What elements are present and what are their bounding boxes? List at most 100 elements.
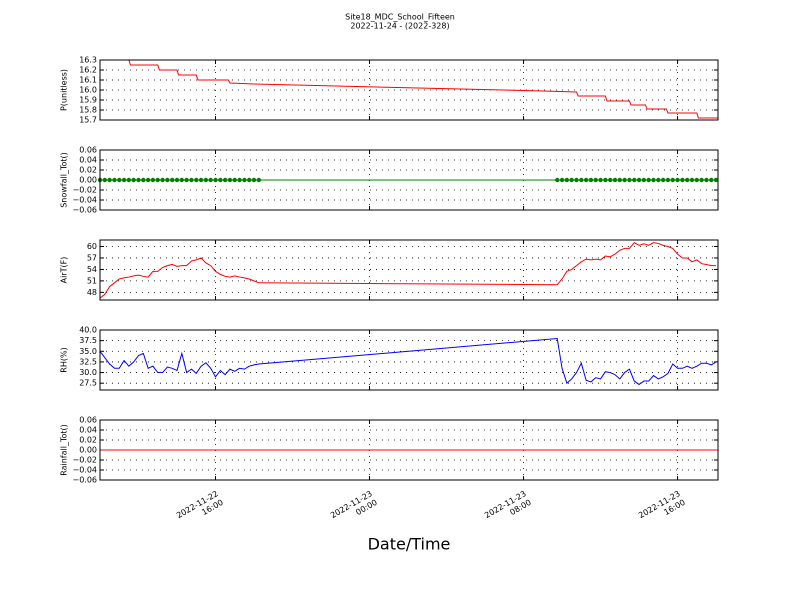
- y-tick-label: 16.0: [79, 86, 97, 95]
- data-point: [579, 177, 584, 183]
- data-point: [189, 177, 194, 183]
- data-point: [227, 177, 233, 183]
- y-tick-label: 0.02: [79, 436, 97, 445]
- y-tick-label: 35.0: [79, 347, 97, 356]
- data-line: [100, 59, 718, 119]
- data-point: [242, 177, 247, 183]
- data-point: [107, 177, 112, 183]
- y-tick-label: 48: [87, 288, 97, 297]
- y-tick-label: 27.5: [79, 379, 97, 388]
- data-point: [165, 177, 170, 183]
- data-point: [179, 177, 185, 183]
- data-point: [145, 177, 151, 183]
- y-tick-label: 16.1: [79, 76, 97, 85]
- data-point: [569, 177, 574, 183]
- data-point: [583, 177, 589, 183]
- data-point: [675, 177, 680, 183]
- data-point: [603, 177, 608, 183]
- y-axis-label: Snowfall_Tot(): [60, 152, 69, 208]
- y-tick-label: 54: [87, 265, 97, 274]
- data-point: [617, 177, 623, 183]
- data-point: [155, 177, 160, 183]
- data-point: [670, 177, 675, 183]
- y-tick-label: 0.02: [79, 166, 97, 175]
- data-point: [684, 177, 690, 183]
- data-point: [646, 177, 651, 183]
- y-tick-label: −0.04: [72, 196, 97, 205]
- y-tick-label: 15.7: [79, 116, 97, 125]
- data-point: [660, 177, 666, 183]
- y-tick-label: 15.9: [79, 96, 97, 105]
- y-axis-label: AirT(F): [60, 257, 69, 284]
- y-tick-label: 32.5: [79, 357, 97, 366]
- data-point: [574, 177, 579, 183]
- data-point: [251, 177, 257, 183]
- data-point: [237, 177, 242, 183]
- data-point: [131, 177, 136, 183]
- data-point: [218, 177, 223, 183]
- data-point: [598, 177, 603, 183]
- y-tick-label: 0.06: [79, 146, 97, 155]
- figure-title: Site18_MDC_School_Fifteen: [345, 13, 455, 22]
- data-point: [126, 177, 132, 183]
- data-point: [117, 177, 122, 183]
- data-point: [169, 177, 175, 183]
- y-axis-label: P(unitless): [60, 69, 69, 111]
- data-point: [141, 177, 146, 183]
- data-point: [641, 177, 647, 183]
- figure-subtitle: 2022-11-24 - (2022-328): [350, 22, 449, 31]
- plot-area: [100, 60, 718, 120]
- data-point: [564, 177, 570, 183]
- data-point: [689, 177, 695, 183]
- plot-frame: [99, 329, 719, 391]
- y-tick-label: 0.06: [79, 416, 97, 425]
- y-tick-label: 51: [87, 276, 97, 285]
- data-point: [194, 177, 199, 183]
- data-point: [632, 177, 637, 183]
- data-point: [208, 177, 213, 183]
- plot-frame: [99, 239, 719, 301]
- data-point: [121, 177, 127, 183]
- y-tick-label: 16.2: [79, 66, 97, 75]
- y-tick-label: 0.00: [79, 446, 97, 455]
- data-point: [174, 177, 180, 183]
- data-point: [713, 177, 719, 183]
- plot-area: [100, 330, 718, 390]
- data-point: [699, 177, 704, 183]
- data-point: [627, 177, 632, 183]
- data-point: [150, 177, 156, 183]
- data-point: [607, 177, 613, 183]
- data-point: [247, 177, 252, 183]
- y-tick-label: 37.5: [79, 336, 97, 345]
- data-point: [256, 177, 262, 183]
- data-point: [704, 177, 709, 183]
- data-point: [555, 177, 560, 183]
- data-point: [112, 177, 117, 183]
- y-tick-label: 15.8: [79, 106, 97, 115]
- plot-frame: [99, 149, 719, 211]
- y-axis-label: Rainfall_Tot(): [60, 424, 69, 476]
- data-point: [665, 177, 671, 183]
- y-tick-label: 16.3: [79, 56, 97, 65]
- y-tick-label: −0.06: [72, 476, 97, 485]
- y-tick-label: 57: [87, 253, 97, 262]
- y-tick-label: 0.00: [79, 176, 97, 185]
- y-tick-label: −0.02: [72, 186, 97, 195]
- y-tick-label: 0.04: [79, 426, 97, 435]
- plot-frame: [99, 59, 719, 121]
- y-tick-label: −0.06: [72, 206, 97, 215]
- data-point: [636, 177, 642, 183]
- y-tick-label: 30.0: [79, 368, 97, 377]
- data-point: [160, 177, 165, 183]
- x-axis-label: Date/Time: [368, 535, 451, 554]
- data-point: [213, 177, 218, 183]
- y-tick-label: 40.0: [79, 326, 97, 335]
- data-point: [656, 177, 661, 183]
- data-point: [680, 177, 685, 183]
- data-point: [136, 177, 141, 183]
